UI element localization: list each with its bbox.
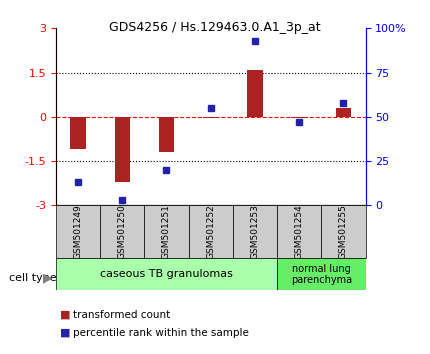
Text: percentile rank within the sample: percentile rank within the sample	[73, 328, 249, 338]
FancyBboxPatch shape	[144, 205, 189, 258]
Text: transformed count: transformed count	[73, 310, 170, 320]
Text: ■: ■	[60, 310, 71, 320]
FancyBboxPatch shape	[321, 205, 366, 258]
Bar	[159, 117, 174, 152]
Text: GSM501252: GSM501252	[206, 205, 215, 259]
Text: ▶: ▶	[43, 272, 52, 284]
FancyBboxPatch shape	[277, 258, 366, 290]
FancyBboxPatch shape	[233, 205, 277, 258]
Bar	[70, 117, 86, 149]
Text: GSM501249: GSM501249	[74, 205, 83, 259]
FancyBboxPatch shape	[100, 205, 144, 258]
FancyBboxPatch shape	[56, 258, 277, 290]
FancyBboxPatch shape	[56, 205, 100, 258]
Text: GSM501251: GSM501251	[162, 204, 171, 259]
Text: GSM501253: GSM501253	[250, 204, 259, 259]
Bar	[114, 117, 130, 182]
Text: caseous TB granulomas: caseous TB granulomas	[100, 269, 233, 279]
FancyBboxPatch shape	[277, 205, 321, 258]
Text: GSM501255: GSM501255	[339, 204, 348, 259]
FancyBboxPatch shape	[189, 205, 233, 258]
Bar	[292, 117, 307, 118]
Bar	[247, 70, 263, 117]
Bar	[203, 117, 218, 118]
Text: GSM501250: GSM501250	[118, 204, 127, 259]
Text: ■: ■	[60, 328, 71, 338]
Bar	[336, 108, 351, 117]
Text: GDS4256 / Hs.129463.0.A1_3p_at: GDS4256 / Hs.129463.0.A1_3p_at	[109, 21, 321, 34]
Text: cell type: cell type	[9, 273, 56, 283]
Text: normal lung
parenchyma: normal lung parenchyma	[291, 263, 352, 285]
Text: GSM501254: GSM501254	[295, 205, 304, 259]
